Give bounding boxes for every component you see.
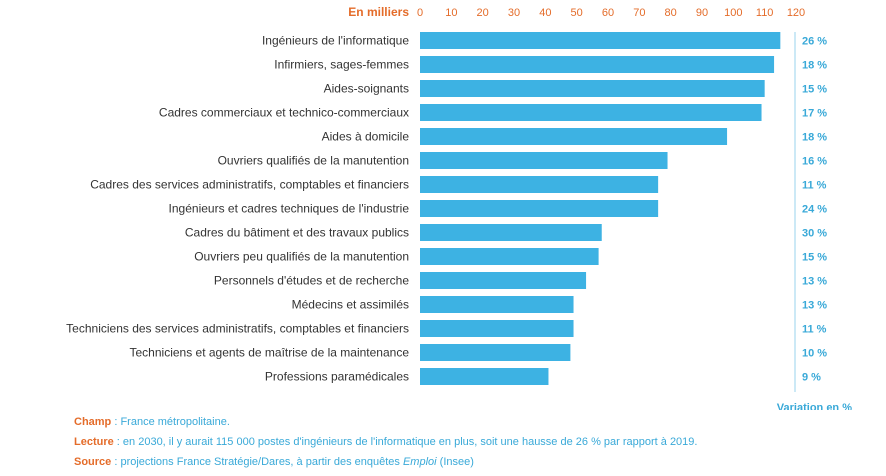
variation-label: 30 % — [802, 228, 827, 240]
category-label: Cadres du bâtiment et des travaux public… — [185, 226, 409, 240]
variation-label: 26 % — [802, 36, 827, 48]
variation-label: 11 % — [802, 180, 827, 192]
unit-label: En milliers — [348, 5, 409, 19]
source-note: Source : projections France Stratégie/Da… — [74, 456, 474, 468]
variation-label: 13 % — [802, 276, 827, 288]
x-tick-label: 90 — [696, 7, 708, 19]
variation-label: 18 % — [802, 60, 827, 72]
bar — [420, 104, 762, 121]
bar — [420, 152, 668, 169]
category-label: Techniciens des services administratifs,… — [66, 322, 409, 336]
category-label: Ingénieurs de l'informatique — [262, 34, 409, 48]
variation-label: 16 % — [802, 156, 827, 168]
x-tick-label: 40 — [539, 7, 551, 19]
variation-label: 10 % — [802, 348, 827, 360]
bar — [420, 248, 599, 265]
bar — [420, 272, 587, 289]
category-label: Personnels d'études et de recherche — [214, 274, 409, 288]
bar — [420, 128, 728, 145]
category-label: Médecins et assimilés — [292, 298, 409, 312]
bar — [420, 200, 659, 217]
category-label: Techniciens et agents de maîtrise de la … — [130, 346, 410, 360]
variation-label: 15 % — [802, 84, 827, 96]
x-tick-label: 70 — [633, 7, 645, 19]
variation-label: 18 % — [802, 132, 827, 144]
category-label: Infirmiers, sages-femmes — [274, 58, 409, 72]
variation-axis-label: Variation en % — [777, 402, 852, 410]
x-tick-label: 60 — [602, 7, 614, 19]
category-label: Cadres commerciaux et technico-commercia… — [159, 106, 409, 120]
champ-text: France métropolitaine. — [120, 416, 230, 428]
x-axis-ticks: 0 10 20 30 40 50 60 70 80 90 100 110 120 — [417, 7, 805, 19]
category-label: Aides à domicile — [322, 130, 410, 144]
chart-notes: Champ : France métropolitaine. Lecture :… — [74, 412, 697, 472]
bar — [420, 56, 775, 73]
bar-chart: En milliers 0 10 20 30 40 50 60 70 80 90 100 110 120… — [66, 5, 852, 410]
category-label: Ingénieurs et cadres techniques de l'ind… — [169, 202, 410, 216]
variation-label: 15 % — [802, 252, 827, 264]
category-label: Aides-soignants — [324, 82, 409, 96]
category-label: Professions paramédicales — [265, 370, 409, 384]
bar — [420, 344, 571, 361]
lecture-text: en 2030, il y aurait 115 000 postes d'in… — [122, 436, 698, 448]
variation-label: 24 % — [802, 204, 827, 216]
category-label: Cadres des services administratifs, comp… — [90, 178, 409, 192]
variation-label: 9 % — [802, 372, 821, 384]
lecture-note: Lecture : en 2030, il y aurait 115 000 p… — [74, 436, 698, 448]
source-text-italic: Emploi — [402, 456, 437, 468]
category-label: Ouvriers qualifiés de la manutention — [218, 154, 409, 168]
source-label: Source — [74, 456, 112, 468]
bar — [420, 320, 574, 337]
variation-labels: 26 % 18 % 15 % 17 % 18 % 16 % 11 % 24 % 30 % 15 %… — [802, 36, 827, 384]
category-label: Ouvriers peu qualifiés de la manutention — [194, 250, 409, 264]
x-tick-label: 100 — [724, 7, 742, 19]
bar — [420, 176, 659, 193]
source-text-before: projections France Stratégie/Dares, à pa… — [120, 456, 400, 468]
bar — [420, 296, 574, 313]
x-tick-label: 20 — [477, 7, 489, 19]
lecture-label: Lecture — [74, 436, 114, 448]
champ-label: Champ — [74, 416, 112, 428]
x-tick-label: 120 — [787, 7, 805, 19]
bars — [420, 32, 781, 385]
x-tick-label: 30 — [508, 7, 520, 19]
x-tick-label: 110 — [756, 7, 774, 19]
x-tick-label: 80 — [665, 7, 677, 19]
variation-label: 11 % — [802, 324, 827, 336]
bar — [420, 32, 781, 49]
category-labels: Ingénieurs de l'informatique Infirmiers, … — [66, 34, 409, 384]
variation-label: 17 % — [802, 108, 827, 120]
champ-note: Champ : France métropolitaine. — [74, 416, 230, 428]
bar — [420, 224, 602, 241]
x-tick-label: 10 — [445, 7, 457, 19]
source-text-after: (Insee) — [439, 456, 474, 468]
bar — [420, 368, 549, 385]
x-tick-label: 0 — [417, 7, 423, 19]
x-tick-label: 50 — [571, 7, 583, 19]
bar — [420, 80, 765, 97]
variation-label: 13 % — [802, 300, 827, 312]
